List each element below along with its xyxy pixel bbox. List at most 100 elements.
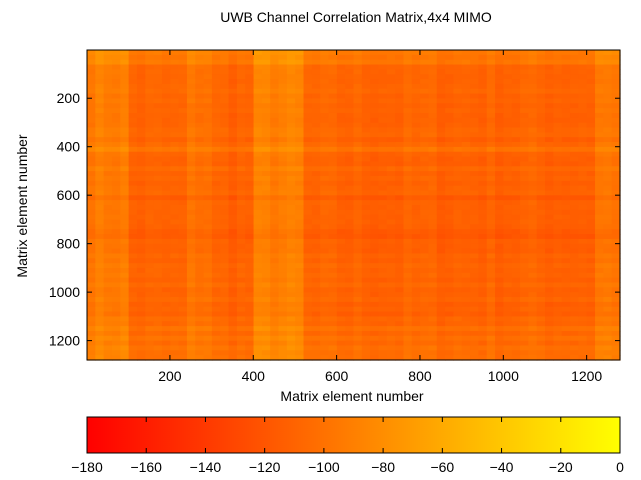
heatmap-cell [195,277,205,284]
heatmap-cell [395,59,405,66]
heatmap-cell [578,219,588,225]
heatmap-cell [378,180,388,187]
heatmap-cell [95,340,105,347]
heatmap-cell [595,214,604,221]
heatmap-cell [370,214,380,221]
heatmap-cell [545,277,554,284]
heatmap-cell [395,340,405,347]
heatmap-cell [103,234,113,240]
heatmap-cell [361,297,371,303]
heatmap-cell [503,171,513,177]
heatmap-cell [311,74,321,80]
heatmap-cell [328,229,338,235]
heatmap-cell [561,267,571,274]
heatmap-cell [461,112,471,119]
heatmap-cell [403,282,413,288]
heatmap-cell [245,277,255,284]
heatmap-cell [420,127,430,133]
heatmap-cell [520,355,529,361]
heatmap-cell [536,287,546,293]
heatmap-cell [228,127,238,133]
heatmap-cell [128,180,138,187]
heatmap-cell [211,132,221,138]
heatmap-cell [136,229,146,235]
heatmap-cell [303,321,313,327]
heatmap-cell [353,69,363,75]
heatmap-cell [178,209,188,216]
heatmap-cell [320,321,330,327]
heatmap-cell [303,103,313,109]
heatmap-cell [611,229,621,235]
heatmap-cell [120,238,130,245]
heatmap-cell [103,205,113,211]
heatmap-cell [595,253,604,259]
heatmap-cell [178,214,188,221]
heatmap-cell [120,190,130,196]
heatmap-cell [478,267,488,274]
heatmap-cell [161,350,171,356]
heatmap-cell [303,267,313,274]
heatmap-cell [253,345,263,351]
heatmap-cell [445,166,455,172]
heatmap-cell [495,330,505,337]
heatmap-cell [103,93,113,100]
heatmap-cell [453,132,463,138]
heatmap-cell [153,200,163,206]
heatmap-cell [386,306,396,313]
heatmap-cell [428,234,438,240]
heatmap-cell [320,79,330,85]
heatmap-cell [428,166,438,172]
heatmap-cell [495,127,505,133]
heatmap-cell [370,311,380,317]
heatmap-cell [536,272,546,279]
heatmap-cell [586,263,596,269]
heatmap-cell [503,321,513,327]
heatmap-cell [220,122,230,129]
heatmap-cell [486,54,496,61]
heatmap-cell [461,258,471,264]
heatmap-cell [270,234,280,240]
heatmap-cell [595,200,604,206]
heatmap-cell [561,205,571,211]
heatmap-cell [378,112,388,119]
heatmap-cell [545,263,554,269]
heatmap-cell [445,103,455,109]
heatmap-cell [561,83,571,90]
heatmap-cell [161,171,171,177]
heatmap-cell [436,195,446,201]
heatmap-cell [278,180,288,187]
heatmap-cell [103,166,113,172]
heatmap-cell [595,345,604,351]
heatmap-cell [153,156,163,162]
heatmap-cell [87,306,96,313]
heatmap-cell [378,345,388,351]
heatmap-cell [561,209,571,216]
heatmap-cell [436,238,446,245]
heatmap-cell [245,287,255,293]
heatmap-cell [486,88,496,95]
heatmap-cell [520,108,529,114]
heatmap-cell [253,272,263,279]
heatmap-cell [261,185,271,192]
heatmap-cell [228,88,238,95]
heatmap-cell [103,253,113,259]
heatmap-cell [453,287,463,293]
heatmap-cell [561,243,571,250]
heatmap-cell [95,79,105,85]
heatmap-cell [345,195,355,201]
heatmap-cell [228,112,238,119]
heatmap-cell [111,171,121,177]
heatmap-cell [111,83,121,90]
heatmap-cell [578,214,588,221]
heatmap-cell [228,234,238,240]
heatmap-cell [145,253,155,259]
heatmap-cell [586,180,596,187]
heatmap-cell [87,340,96,347]
heatmap-cell [111,112,121,119]
heatmap-cell [370,108,380,114]
heatmap-cell [528,93,538,100]
heatmap-cell [295,69,305,75]
heatmap-cell [553,79,563,85]
heatmap-cell [603,214,613,221]
heatmap-cell [436,287,446,293]
